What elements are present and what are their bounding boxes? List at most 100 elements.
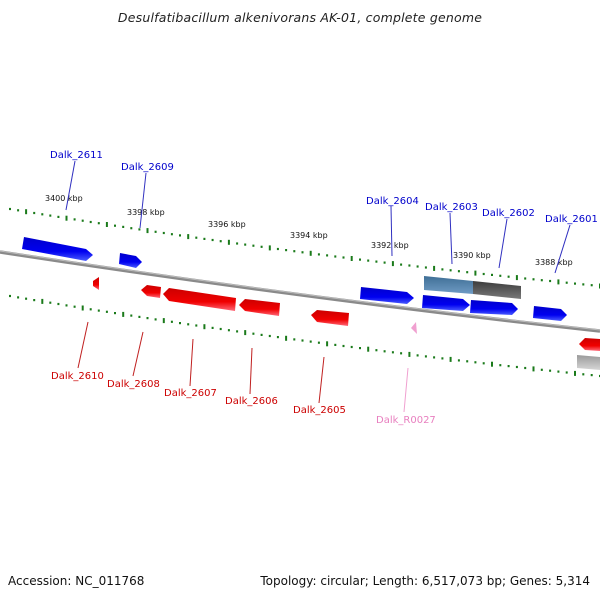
- ruler-ticks-bottom: [9, 294, 600, 378]
- ruler-minor-tick: [25, 297, 28, 300]
- gene-dalk-2604[interactable]: [360, 287, 414, 304]
- gene-offscreen-red[interactable]: [579, 338, 600, 351]
- ruler-major-tick: [309, 250, 312, 256]
- ruler-minor-tick: [400, 263, 403, 266]
- ruler-minor-tick: [441, 357, 444, 360]
- ruler-minor-tick: [457, 270, 460, 273]
- ruler-minor-tick: [154, 230, 157, 233]
- ruler-minor-tick: [350, 345, 353, 349]
- ruler-major-tick: [81, 305, 84, 311]
- ruler-minor-tick: [105, 310, 108, 313]
- gene-dalk-2602-region[interactable]: [473, 281, 521, 299]
- ruler-minor-tick: [491, 273, 493, 276]
- ruler-minor-tick: [466, 271, 469, 274]
- ruler-minor-tick: [416, 265, 419, 268]
- gene-dalk-2611[interactable]: [22, 237, 93, 261]
- ruler-minor-tick: [219, 240, 222, 243]
- ruler-minor-tick: [49, 301, 52, 304]
- gene-offscreen-gray[interactable]: [577, 355, 600, 370]
- label-dalk-2609: Dalk_2609: [121, 162, 174, 173]
- label-dalk-2610: Dalk_2610: [51, 371, 104, 382]
- ruler-major-tick: [105, 222, 108, 227]
- ruler-minor-tick: [130, 314, 133, 317]
- ruler-minor-tick: [73, 218, 76, 221]
- ruler-minor-tick: [227, 329, 230, 332]
- ruler-major-tick: [326, 341, 329, 347]
- label-dalk-2601: Dalk_2601: [545, 214, 598, 225]
- leader-dalk-2605: [318, 356, 325, 404]
- ruler-minor-tick: [301, 251, 304, 254]
- ruler-major-tick: [350, 256, 353, 261]
- ruler-minor-tick: [309, 340, 312, 343]
- ruler-minor-tick: [359, 347, 361, 350]
- ruler-minor-tick: [540, 279, 543, 282]
- ruler-minor-tick: [383, 261, 386, 264]
- ruler-minor-tick: [146, 317, 149, 320]
- ruler-minor-tick: [424, 266, 427, 269]
- ruler-minor-tick: [524, 277, 527, 280]
- ruler-major-tick: [532, 366, 535, 372]
- ruler-minor-tick: [114, 312, 116, 315]
- label-dalk-2603: Dalk_2603: [425, 202, 478, 213]
- gene-dalk-2610[interactable]: [93, 277, 99, 290]
- leader-dalk-2606: [249, 347, 253, 395]
- gene-dalk-2601[interactable]: [533, 306, 567, 321]
- ruler-minor-tick: [260, 333, 263, 336]
- ruler-minor-tick: [9, 294, 11, 298]
- reverse-strand-genes: [93, 277, 600, 370]
- ruler-minor-tick: [170, 233, 173, 236]
- ruler-minor-tick: [260, 245, 263, 248]
- ruler-major-tick: [285, 335, 288, 341]
- ruler-minor-tick: [582, 373, 585, 376]
- ruler-major-tick: [491, 361, 493, 367]
- accession-text: Accession: NC_011768: [8, 574, 145, 588]
- ruler-minor-tick: [383, 350, 386, 353]
- ruler-minor-tick: [211, 326, 214, 329]
- ruler-minor-tick: [574, 282, 576, 285]
- gene-dalk-2603[interactable]: [422, 295, 470, 311]
- gene-dalk-2605[interactable]: [311, 310, 349, 326]
- ruler-minor-tick: [457, 359, 460, 362]
- gene-dalk-2606[interactable]: [239, 299, 280, 316]
- ruler-label-3394: 3394 kbp: [290, 231, 328, 240]
- map-title: Desulfatibacillum alkenivorans AK-01, co…: [117, 10, 483, 25]
- ruler-minor-tick: [549, 279, 552, 283]
- ruler-minor-tick: [179, 322, 181, 325]
- ruler-minor-tick: [375, 349, 378, 352]
- gene-dalk-2603-region[interactable]: [424, 276, 473, 294]
- leader-dalk-2611: [65, 160, 76, 211]
- ruler-minor-tick: [507, 275, 510, 278]
- gene-dalk-2608[interactable]: [141, 285, 161, 298]
- gene-dalk-r0027[interactable]: [411, 322, 417, 334]
- ruler-minor-tick: [81, 219, 84, 222]
- ruler-label-3388: 3388 kbp: [535, 258, 573, 267]
- ruler-minor-tick: [449, 269, 452, 272]
- ruler-ticks-top: [9, 207, 600, 289]
- ruler-major-tick: [244, 330, 247, 336]
- ruler-minor-tick: [342, 256, 345, 259]
- ruler-minor-tick: [195, 324, 198, 327]
- ruler-minor-tick: [97, 222, 100, 225]
- ruler-minor-tick: [130, 227, 133, 230]
- label-dalk-2608: Dalk_2608: [107, 379, 160, 390]
- ruler-minor-tick: [565, 371, 568, 374]
- gene-dalk-2607[interactable]: [163, 288, 236, 311]
- gene-dalk-2602[interactable]: [470, 300, 518, 315]
- ruler-minor-tick: [89, 220, 92, 224]
- ruler-minor-tick: [293, 250, 296, 253]
- ruler-minor-tick: [549, 369, 552, 372]
- ruler-minor-tick: [49, 214, 52, 217]
- ruler-minor-tick: [590, 284, 593, 287]
- ruler-major-tick: [474, 270, 477, 276]
- ruler-minor-tick: [416, 354, 419, 357]
- genome-summary-text: Topology: circular; Length: 6,517,073 bp…: [260, 574, 590, 588]
- ruler-major-tick: [187, 234, 190, 240]
- leader-dalk-2608: [132, 331, 144, 377]
- ruler-minor-tick: [138, 315, 141, 318]
- ruler-minor-tick: [466, 360, 469, 363]
- ruler-minor-tick: [244, 243, 247, 246]
- ruler-minor-tick: [9, 207, 11, 211]
- ruler-major-tick: [391, 261, 394, 267]
- gene-dalk-2609[interactable]: [119, 253, 142, 268]
